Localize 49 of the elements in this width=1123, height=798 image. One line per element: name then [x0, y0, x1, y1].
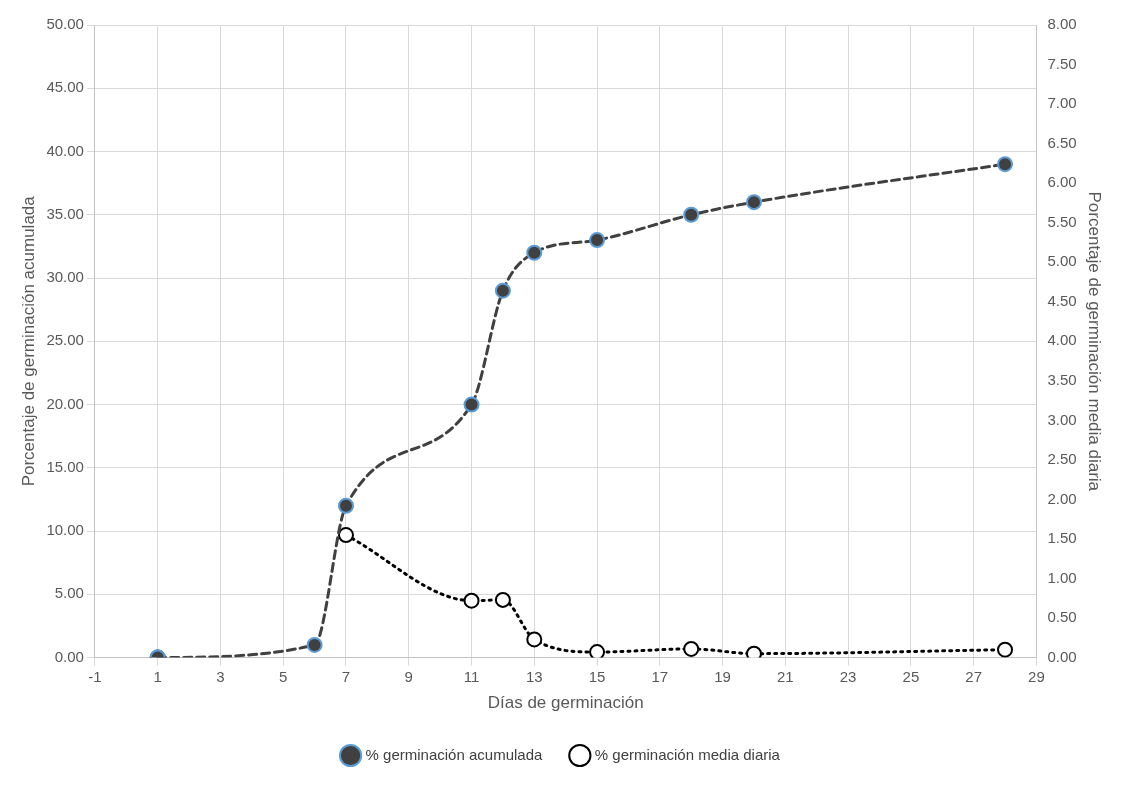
y2-tick-label: 7.00 — [1047, 94, 1077, 112]
y2-tick-label: 0.50 — [1047, 608, 1077, 626]
x-axis-title: Días de germinación — [487, 693, 644, 713]
x-tick-label: 23 — [839, 667, 857, 685]
y2-tick-label: 5.00 — [1047, 252, 1077, 270]
y2-tick-label: 5.50 — [1047, 212, 1077, 230]
y2-tick-label: 3.50 — [1047, 370, 1077, 388]
y-tick-label: 45.00 — [46, 78, 84, 96]
x-tick-label: 15 — [588, 667, 606, 685]
x-tick-label: 5 — [279, 667, 288, 685]
x-tick-label: 17 — [651, 667, 669, 685]
x-tick-label: 9 — [404, 667, 413, 685]
x-tick-label: 1 — [153, 667, 162, 685]
y-tick-label: 20.00 — [46, 394, 84, 412]
y2-tick-label: 0.00 — [1047, 647, 1077, 665]
legend-label: % germinación media diaria — [594, 745, 781, 763]
x-tick-label: 13 — [525, 667, 543, 685]
x-tick-label: 21 — [777, 667, 794, 685]
y2-tick-label: 1.00 — [1047, 568, 1077, 586]
legend-label: % germinación acumulada — [365, 745, 543, 763]
x-tick-label: 27 — [965, 667, 982, 685]
y-tick-label: 30.00 — [46, 268, 84, 286]
x-tick-label: 3 — [216, 667, 225, 685]
x-tick-label: 29 — [1028, 667, 1045, 685]
x-tick-label: -1 — [88, 667, 102, 685]
y-tick-label: 40.00 — [46, 141, 84, 159]
y-tick-label: 10.00 — [46, 521, 84, 539]
y2-tick-label: 4.50 — [1047, 291, 1077, 309]
y-tick-label: 50.00 — [46, 15, 84, 33]
x-tick-label: 11 — [463, 667, 480, 685]
y-tick-label: 0.00 — [54, 647, 84, 665]
y2-tick-label: 4.00 — [1047, 331, 1077, 349]
y2-tick-label: 3.00 — [1047, 410, 1077, 428]
y2-tick-label: 2.00 — [1047, 489, 1077, 507]
y-tick-label: 25.00 — [46, 331, 84, 349]
x-tick-label: 25 — [902, 667, 920, 685]
x-tick-label: 7 — [341, 667, 351, 685]
y2-tick-label: 2.50 — [1047, 450, 1077, 468]
y-tick-label: 35.00 — [46, 204, 84, 222]
y-tick-label: 5.00 — [54, 584, 84, 602]
y2-tick-label: 6.50 — [1047, 133, 1077, 151]
x-tick-label: 19 — [714, 667, 731, 685]
y2-tick-label: 6.00 — [1047, 173, 1077, 191]
y2-tick-label: 1.50 — [1047, 529, 1077, 547]
y-tick-label: 15.00 — [46, 457, 84, 475]
y2-axis-title: Porcentaje de germinación media diaria — [1085, 191, 1105, 492]
y2-tick-label: 8.00 — [1047, 15, 1077, 33]
y2-tick-label: 7.50 — [1047, 54, 1077, 72]
y-axis-title: Porcentaje de germinación acumulada — [18, 195, 38, 487]
